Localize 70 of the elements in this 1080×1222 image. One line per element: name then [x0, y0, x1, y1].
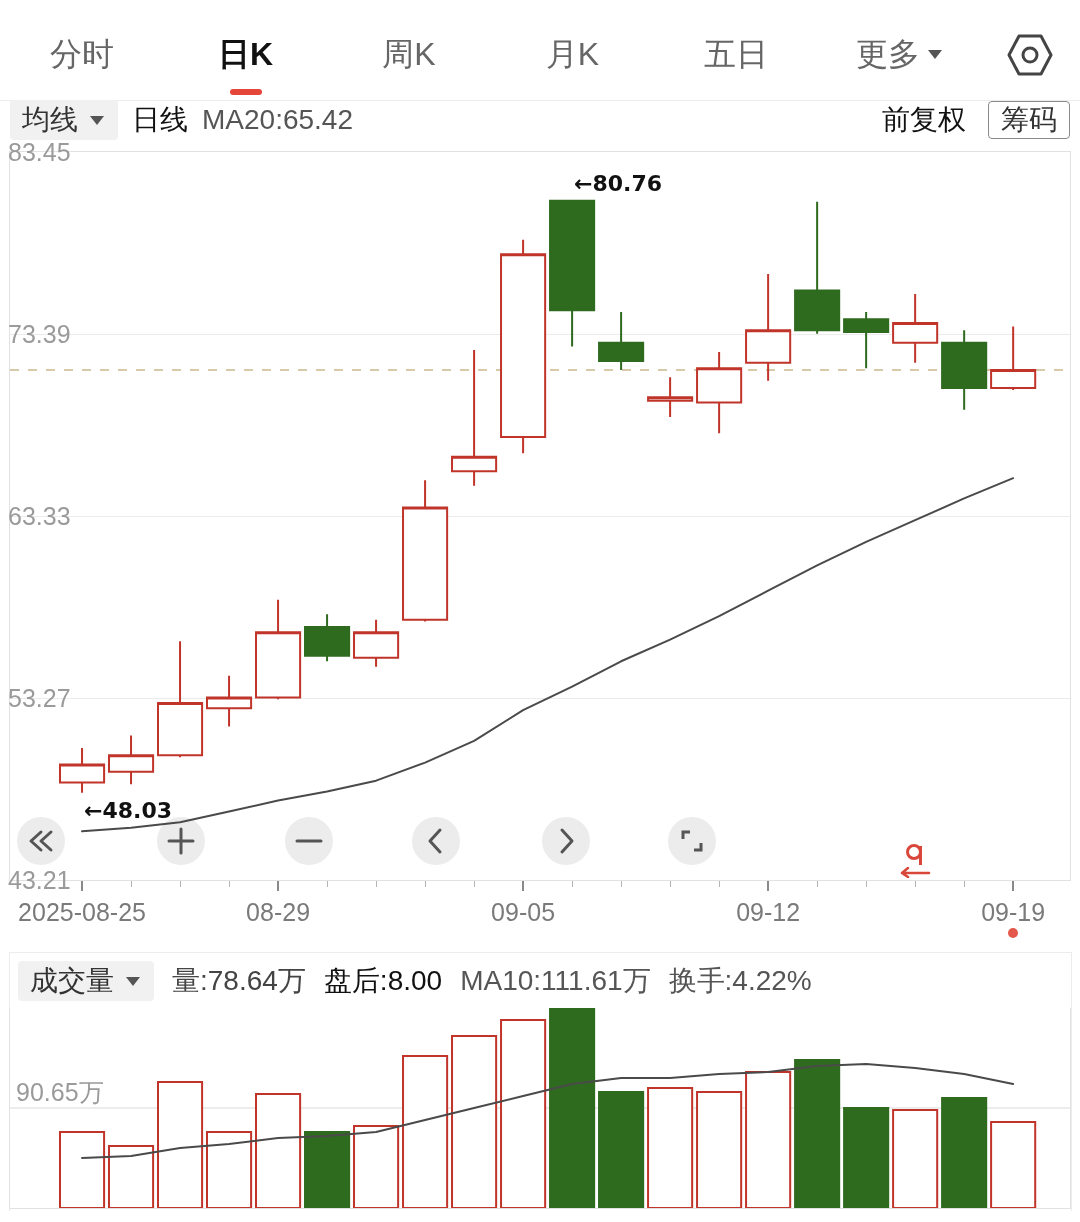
candlestick: [647, 376, 694, 419]
candlestick: [353, 618, 400, 668]
text: 五日: [704, 35, 768, 74]
bar: [892, 1109, 939, 1208]
bar: [794, 1059, 841, 1208]
x-tick-label: 09-12: [736, 898, 801, 926]
bar: [402, 1055, 449, 1208]
text: 月K: [545, 35, 600, 74]
candlestick: [451, 349, 498, 487]
bar: [58, 1131, 106, 1208]
candlestick: [598, 311, 645, 371]
y-tick-label: 73.39: [8, 319, 71, 348]
button: 筹码: [988, 101, 1070, 139]
text: 盘后:8.00: [323, 964, 443, 998]
candlestick: [990, 325, 1037, 391]
ref-line-label: 90.65万: [16, 1078, 104, 1106]
bar: [157, 1081, 204, 1208]
x-tick-label: 08-29: [246, 898, 311, 926]
y-tick-label: 53.27: [8, 683, 71, 712]
candlestick: [892, 293, 939, 364]
bar: [500, 1019, 547, 1208]
bar: [647, 1087, 694, 1208]
bar: [255, 1093, 302, 1208]
candlestick: [206, 674, 253, 728]
y-tick-label: 43.21: [8, 865, 71, 894]
text: 前复权: [882, 103, 966, 137]
x-tick-label: 09-05: [491, 898, 556, 926]
text: 周K: [382, 35, 436, 74]
candlestick: [843, 311, 890, 370]
candlestick: [304, 613, 351, 663]
y-tick-label: 83.45: [8, 137, 71, 166]
text: 日线: [132, 103, 188, 137]
candlestick: [794, 200, 841, 335]
y-tick-label: 63.33: [8, 501, 71, 530]
candlestick: [255, 598, 302, 701]
bar: [598, 1091, 645, 1208]
text: 分时: [50, 35, 114, 74]
bar: [107, 1145, 155, 1208]
bar: [990, 1121, 1037, 1208]
candlestick: [745, 273, 792, 382]
bar: [549, 1008, 596, 1208]
candlestick: [500, 238, 547, 455]
bar: [451, 1035, 498, 1208]
candlestick: [157, 640, 204, 759]
bar: [843, 1107, 890, 1208]
text: 量:78.64万: [172, 964, 306, 998]
annotation: ←80.76: [574, 171, 663, 196]
annotation: ←48.03: [84, 798, 173, 823]
x-tick-label: 09-19: [981, 898, 1046, 926]
line-series: [81, 477, 1015, 833]
bar: [941, 1097, 988, 1208]
x-tick-label: 2025-08-25: [18, 898, 146, 926]
text: MA20:65.42: [202, 103, 353, 137]
candlestick: [58, 747, 106, 794]
candlestick: [941, 329, 988, 411]
dropdown: 成交量: [18, 961, 154, 1001]
bar: [353, 1125, 400, 1208]
dropdown: 均线: [10, 100, 118, 140]
bar: [745, 1071, 792, 1208]
text: 日K: [217, 35, 274, 74]
bar: [206, 1131, 253, 1208]
text: 换手:4.22%: [668, 964, 812, 998]
candlestick: [549, 199, 596, 348]
bar: [304, 1131, 351, 1208]
candlestick: [402, 479, 449, 623]
text: MA10:111.61万: [460, 964, 651, 998]
candlestick: [107, 734, 155, 786]
text: 更多: [855, 35, 920, 74]
bar: [696, 1091, 743, 1208]
candlestick: [696, 350, 743, 435]
